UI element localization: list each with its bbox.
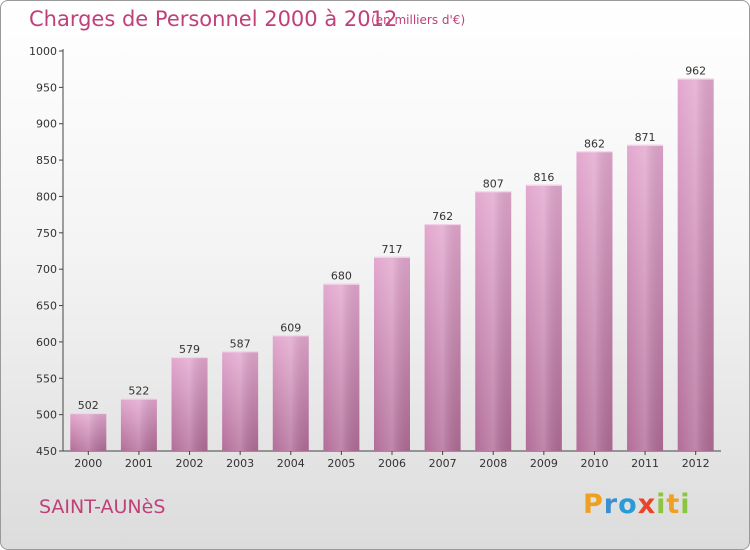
y-tick-label: 750 (36, 227, 57, 240)
logo-letter: P (583, 489, 604, 520)
y-tick-label: 700 (36, 263, 57, 276)
data-label: 816 (533, 171, 554, 184)
y-tick-label: 950 (36, 81, 57, 94)
data-label: 522 (128, 385, 149, 398)
bar-shine (374, 256, 410, 451)
x-tick-label: 2002 (176, 457, 204, 470)
y-tick-label: 850 (36, 154, 57, 167)
x-tick-label: 2000 (74, 457, 102, 470)
chart-title: Charges de Personnel 2000 à 2012 (29, 7, 398, 31)
bar-shine (576, 151, 613, 451)
logo-letter: r (603, 489, 619, 520)
logo-letter: o (618, 489, 638, 520)
data-label: 680 (331, 270, 352, 283)
x-tick-label: 2012 (682, 457, 710, 470)
bar-shine (120, 398, 157, 451)
proxiti-logo[interactable]: Proxiti (583, 489, 691, 520)
data-label: 871 (635, 131, 656, 144)
bar-shine (475, 191, 512, 451)
data-label: 579 (179, 343, 200, 356)
x-tick-label: 2009 (530, 457, 558, 470)
data-label: 762 (432, 210, 453, 223)
y-tick-label: 600 (36, 336, 57, 349)
logo-letter: x (637, 489, 657, 520)
x-tick-label: 2004 (277, 457, 305, 470)
data-label: 862 (584, 137, 605, 150)
bar-shine (323, 283, 360, 451)
y-tick-label: 550 (36, 372, 57, 385)
data-label: 962 (685, 65, 706, 78)
bar-shine (70, 413, 107, 451)
x-tick-label: 2003 (226, 457, 254, 470)
data-label: 609 (280, 321, 301, 334)
data-label: 717 (382, 243, 403, 256)
y-tick-label: 900 (36, 118, 57, 131)
data-label: 807 (483, 177, 504, 190)
x-tick-label: 2007 (429, 457, 457, 470)
x-tick-label: 2001 (125, 457, 153, 470)
x-tick-label: 2006 (378, 457, 406, 470)
x-tick-label: 2005 (327, 457, 355, 470)
y-tick-label: 500 (36, 409, 57, 422)
commune-name: SAINT-AUNèS (39, 496, 166, 518)
y-tick-label: 450 (36, 445, 57, 458)
bar-shine (627, 144, 664, 451)
x-tick-label: 2008 (479, 457, 507, 470)
x-tick-label: 2011 (631, 457, 659, 470)
x-tick-label: 2010 (580, 457, 608, 470)
bar-shine (171, 357, 208, 451)
data-label: 502 (78, 399, 99, 412)
data-labels: 502 522 579 587 609 680 717 762 807 816 862 871 962 (78, 65, 706, 413)
data-label: 587 (230, 337, 251, 350)
y-tick-label: 1000 (29, 45, 57, 58)
logo-letter: i (680, 489, 691, 520)
bar-shine (677, 78, 714, 452)
axes: 450 500 550 600 650 700 750 800 850 900 950 1000 200… (29, 45, 721, 470)
bars (70, 78, 714, 452)
chart-subtitle: (en milliers d'€) (371, 13, 466, 27)
y-tick-label: 800 (36, 190, 57, 203)
logo-letter: i (656, 489, 667, 520)
bar-shine (272, 335, 309, 451)
bar-shine (424, 224, 461, 451)
bar-shine (222, 351, 259, 451)
logo-letter: t (666, 489, 681, 520)
bar-shine (525, 184, 562, 451)
y-tick-label: 650 (36, 300, 57, 313)
